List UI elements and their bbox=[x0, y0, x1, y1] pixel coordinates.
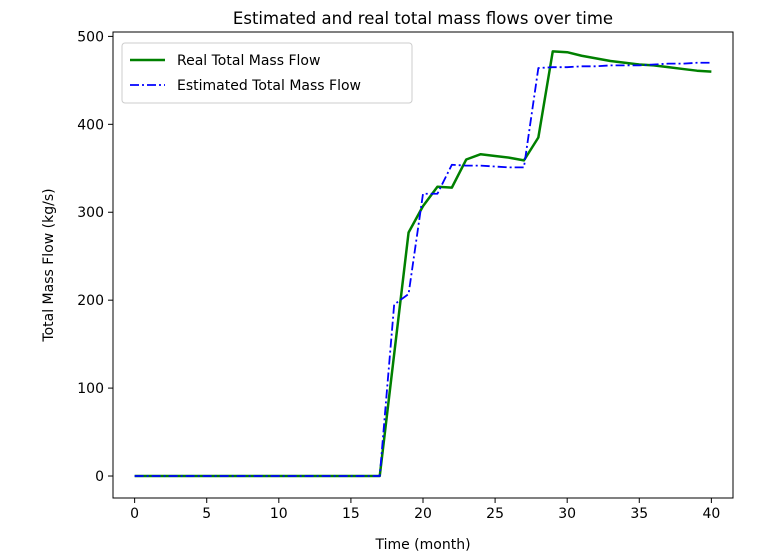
y-axis: 0 100 200 300 400 500 bbox=[77, 29, 113, 485]
x-tick-label: 30 bbox=[558, 506, 576, 522]
x-tick-label: 25 bbox=[486, 506, 504, 522]
legend: Real Total Mass Flow Estimated Total Mass… bbox=[121, 42, 413, 104]
legend-label: Real Total Mass Flow bbox=[177, 53, 320, 69]
y-axis-label: Total Mass Flow (kg/s) bbox=[41, 188, 57, 342]
x-tick-label: 5 bbox=[202, 506, 211, 522]
y-tick-label: 400 bbox=[77, 117, 104, 133]
x-tick-label: 10 bbox=[270, 506, 288, 522]
x-axis: 0 5 10 15 20 25 30 35 40 bbox=[130, 498, 720, 522]
y-tick-label: 200 bbox=[77, 293, 104, 309]
x-tick-label: 35 bbox=[630, 506, 648, 522]
chart-title: Estimated and real total mass flows over… bbox=[233, 9, 613, 28]
estimated-mass-flow-line bbox=[134, 61, 712, 477]
legend-box bbox=[121, 42, 413, 104]
x-tick-label: 15 bbox=[342, 506, 360, 522]
x-axis-label: Time (month) bbox=[374, 537, 470, 553]
real-mass-flow-line bbox=[134, 50, 712, 478]
y-tick-label: 300 bbox=[77, 205, 104, 221]
y-tick-label: 100 bbox=[77, 381, 104, 397]
y-tick-label: 500 bbox=[77, 29, 104, 45]
y-tick-label: 0 bbox=[95, 469, 104, 485]
x-tick-label: 0 bbox=[130, 506, 139, 522]
series-lines bbox=[134, 50, 712, 478]
legend-label: Estimated Total Mass Flow bbox=[177, 78, 361, 94]
x-tick-label: 20 bbox=[414, 506, 432, 522]
x-tick-label: 40 bbox=[702, 506, 720, 522]
